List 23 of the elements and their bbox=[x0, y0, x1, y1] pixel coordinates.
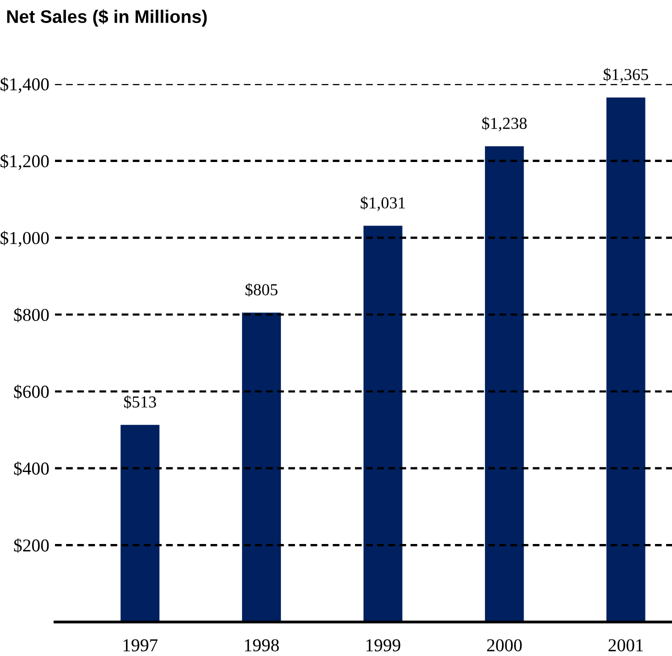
y-tick-label: $800 bbox=[14, 308, 49, 322]
y-tick-label: $1,200 bbox=[0, 154, 49, 170]
data-label: $1,238 bbox=[482, 116, 527, 132]
chart-title: Net Sales ($ in Millions) bbox=[7, 9, 207, 27]
x-tick-label: 2001 bbox=[608, 639, 643, 652]
bar bbox=[364, 226, 402, 622]
y-tick-label: $400 bbox=[14, 461, 49, 476]
data-label: $1,031 bbox=[360, 196, 405, 211]
bar bbox=[484, 146, 524, 622]
x-tick-label: 1998 bbox=[245, 639, 279, 652]
x-tick-label: 1999 bbox=[366, 639, 400, 652]
data-label: $1,365 bbox=[604, 68, 648, 83]
data-label: $513 bbox=[124, 395, 156, 409]
bar bbox=[606, 97, 646, 622]
y-tick-label: $1,000 bbox=[0, 230, 49, 247]
x-tick-label: 2000 bbox=[487, 639, 522, 652]
data-label: $805 bbox=[246, 283, 278, 296]
bar bbox=[120, 424, 160, 622]
bar bbox=[242, 312, 281, 622]
x-tick-label: 1997 bbox=[124, 639, 158, 652]
y-tick-label: $200 bbox=[14, 538, 49, 553]
y-tick-label: $600 bbox=[14, 384, 49, 400]
y-tick-label: $1,400 bbox=[0, 77, 49, 94]
